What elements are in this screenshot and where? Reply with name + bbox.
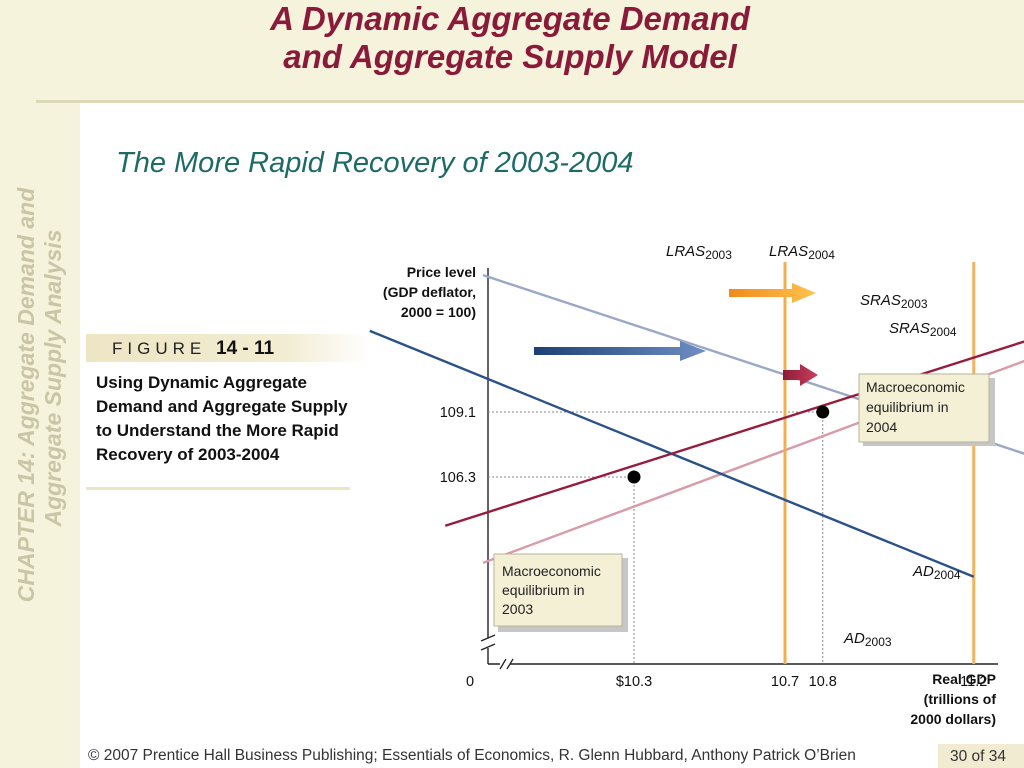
- slide-title: A Dynamic Aggregate Demand and Aggregate…: [180, 2, 840, 73]
- equilibrium-2003-label-2: equilibrium in: [502, 582, 584, 598]
- ad-2003-label: AD2003: [843, 630, 892, 649]
- curve-sras-2003: [444, 340, 1024, 527]
- sras-2003-label: SRAS2003: [860, 292, 928, 311]
- side-band: [0, 0, 80, 768]
- sras-2004-label: SRAS2004: [889, 320, 957, 339]
- y-tick-label-0: 106.3: [440, 470, 476, 486]
- figure-label: FIGURE: [112, 339, 207, 358]
- y-axis-break-mark: [480, 634, 496, 642]
- caption-rule: [86, 487, 350, 490]
- equilibrium-2003-label-1: Macroeconomic: [502, 563, 601, 579]
- x-tick-label-0: $10.3: [616, 674, 652, 690]
- title-band: [80, 0, 1024, 100]
- y-axis-break-gap: [482, 638, 496, 648]
- sras-shift-arrow: [783, 364, 818, 386]
- lras-2003-label: LRAS2003: [666, 243, 732, 262]
- y-axis-title-line-2: (GDP deflator,: [383, 284, 476, 300]
- slide-title-line-1: A Dynamic Aggregate Demand: [270, 0, 750, 37]
- x-axis-title-line-1: Real GDP: [932, 671, 996, 687]
- figure-caption: Using Dynamic Aggregate Demand and Aggre…: [96, 373, 348, 464]
- figure-band: [86, 334, 370, 362]
- y-axis-title-line-3: 2000 = 100): [401, 304, 476, 320]
- equilibrium-2004-label-3: 2004: [866, 419, 897, 435]
- x-axis-break-mark: [506, 658, 514, 670]
- x-axis-break-mark: [499, 658, 507, 670]
- page-number-box: [938, 744, 1024, 768]
- x-axis-title-line-3: 2000 dollars): [910, 711, 996, 727]
- footer-credit: © 2007 Prentice Hall Business Publishing…: [88, 747, 856, 764]
- title-rule: [36, 100, 1024, 103]
- y-axis-title-line-1: Price level: [407, 264, 476, 280]
- slide-title-line-2: and Aggregate Supply Model: [283, 38, 737, 75]
- equilibrium-point-1: [816, 405, 830, 419]
- page-number: 30 of 34: [950, 748, 1007, 765]
- equilibrium-2004-label-2: equilibrium in: [866, 399, 948, 415]
- y-tick-label-1: 109.1: [440, 405, 476, 421]
- x-axis-title-line-2: (trillions of: [924, 691, 997, 707]
- x-tick-label-1: 10.7: [771, 674, 799, 690]
- x-axis-break-gap: [500, 658, 510, 670]
- ad-shift-arrow: [534, 341, 706, 361]
- lras-2004-label: LRAS2004: [769, 243, 835, 262]
- figure-number: 14 - 11: [216, 338, 275, 359]
- equilibrium-2003-label-3: 2003: [502, 601, 533, 617]
- x-tick-label-2: 10.8: [809, 674, 837, 690]
- lras-shift-arrow: [729, 283, 816, 303]
- equilibrium-2004-label-1: Macroeconomic: [866, 379, 965, 395]
- y-axis-break-mark: [480, 643, 496, 651]
- ad-2004-label: AD2004: [912, 563, 961, 582]
- equilibrium-2003-box: [493, 553, 623, 627]
- origin-label: 0: [466, 674, 474, 690]
- equilibrium-2004-box: [858, 373, 990, 443]
- slide-subtitle: The More Rapid Recovery of 2003-2004: [116, 147, 634, 179]
- equilibrium-point-0: [627, 470, 641, 484]
- x-tick-label-3: 11.2: [960, 674, 987, 690]
